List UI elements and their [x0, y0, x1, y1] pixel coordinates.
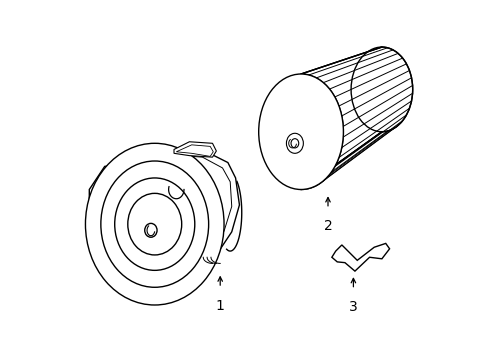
Polygon shape — [176, 145, 213, 156]
Polygon shape — [301, 47, 412, 189]
Ellipse shape — [127, 193, 182, 255]
Polygon shape — [174, 142, 216, 157]
Ellipse shape — [85, 143, 224, 305]
Ellipse shape — [286, 133, 303, 153]
Ellipse shape — [115, 178, 194, 270]
Ellipse shape — [258, 74, 343, 189]
Ellipse shape — [290, 139, 298, 148]
Polygon shape — [89, 147, 239, 278]
Polygon shape — [331, 243, 389, 271]
Text: 1: 1 — [215, 299, 224, 313]
Ellipse shape — [101, 161, 208, 287]
Text: 3: 3 — [348, 300, 357, 314]
Polygon shape — [99, 154, 231, 272]
Text: 2: 2 — [323, 219, 332, 233]
Ellipse shape — [144, 223, 157, 237]
